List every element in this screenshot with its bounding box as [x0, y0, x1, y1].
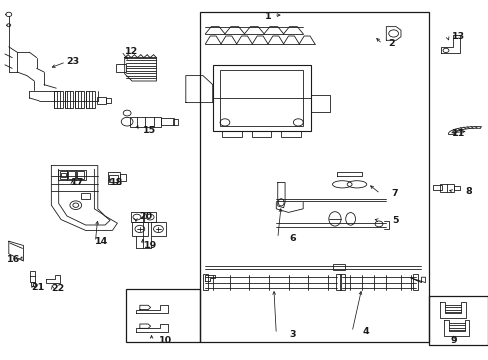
Bar	[68, 171, 75, 179]
Bar	[453, 186, 459, 190]
Bar	[203, 274, 207, 290]
Bar	[86, 91, 95, 108]
Text: 3: 3	[288, 330, 295, 338]
Text: 8: 8	[464, 187, 471, 196]
Bar	[412, 274, 417, 290]
Text: 11: 11	[451, 129, 465, 138]
Bar	[64, 91, 73, 108]
Text: 18: 18	[109, 178, 123, 187]
Bar	[220, 70, 303, 126]
Text: 9: 9	[449, 336, 456, 345]
Bar	[107, 172, 120, 184]
Bar	[105, 98, 111, 103]
Bar	[77, 171, 84, 179]
Bar	[161, 118, 173, 125]
Text: 14: 14	[95, 238, 108, 246]
Text: 12: 12	[125, 46, 139, 55]
Bar	[58, 170, 86, 180]
Text: 2: 2	[387, 40, 394, 49]
Bar	[150, 222, 166, 236]
Text: 7: 7	[391, 189, 398, 198]
Text: 15: 15	[142, 126, 155, 135]
Text: 6: 6	[288, 234, 295, 243]
Bar	[144, 212, 156, 222]
Text: 23: 23	[66, 57, 79, 66]
Text: 1: 1	[264, 12, 271, 21]
Bar	[281, 131, 300, 137]
Text: 10: 10	[159, 336, 171, 345]
Bar	[129, 117, 161, 127]
Bar	[75, 91, 84, 108]
Bar	[432, 185, 441, 190]
Bar	[126, 289, 199, 342]
Bar	[60, 171, 66, 179]
Bar	[428, 296, 487, 345]
Bar	[332, 264, 344, 270]
Text: 17: 17	[70, 178, 84, 187]
Bar	[97, 97, 105, 104]
Bar	[30, 271, 35, 282]
Bar	[439, 184, 453, 192]
Text: 20: 20	[139, 212, 152, 221]
Bar	[116, 64, 125, 72]
Bar	[251, 131, 271, 137]
Bar	[109, 175, 118, 182]
Bar	[212, 65, 310, 131]
Bar	[222, 131, 242, 137]
Bar	[61, 173, 65, 177]
Bar	[131, 212, 143, 222]
Bar	[172, 119, 177, 125]
Text: 21: 21	[31, 283, 45, 292]
Bar	[339, 274, 344, 290]
Bar	[54, 91, 62, 108]
Text: 19: 19	[143, 241, 157, 250]
Text: 4: 4	[362, 328, 368, 336]
Text: 22: 22	[51, 284, 64, 293]
Bar	[120, 174, 125, 181]
Bar	[336, 274, 341, 290]
Text: 13: 13	[451, 32, 464, 41]
Bar	[199, 12, 428, 342]
Text: 16: 16	[7, 256, 20, 264]
Bar	[81, 193, 90, 199]
Bar	[31, 282, 35, 286]
Bar	[132, 222, 147, 236]
Text: 5: 5	[391, 216, 398, 225]
